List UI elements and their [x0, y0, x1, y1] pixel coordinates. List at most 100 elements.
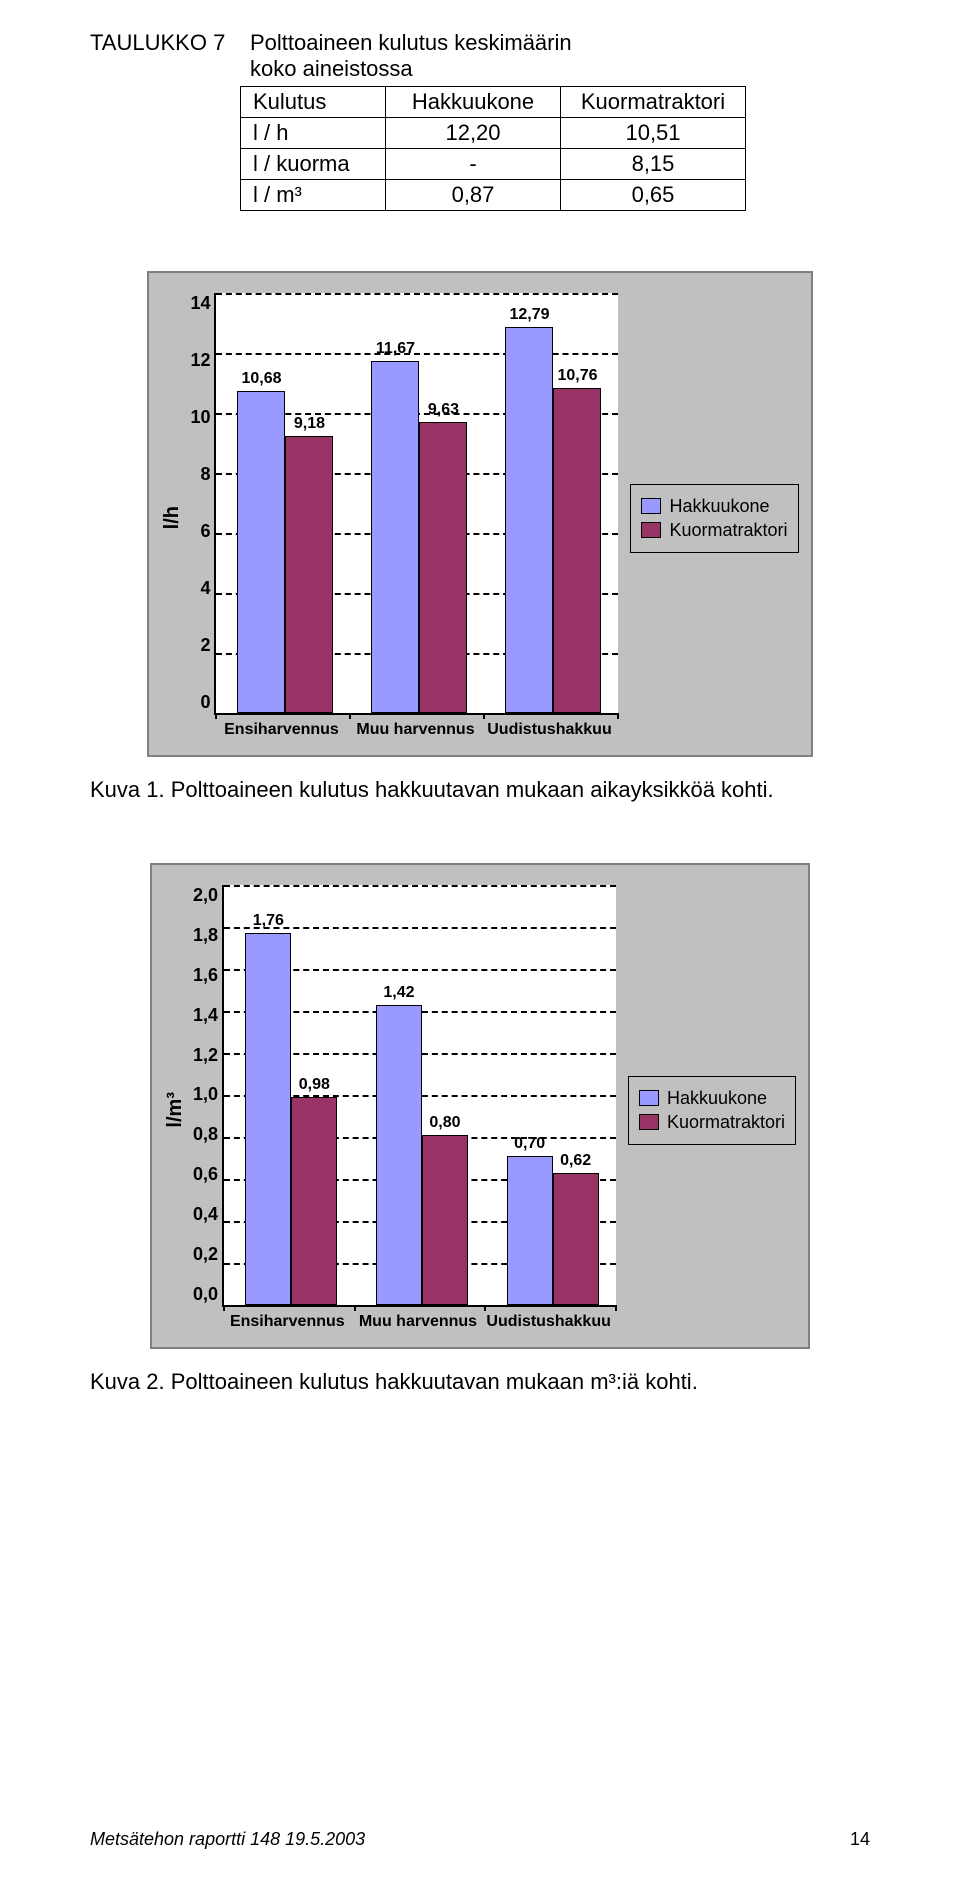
table-title: TAULUKKO 7 Polttoaineen kulutus keskimää… — [90, 30, 870, 82]
legend-item: Hakkuukone — [639, 1088, 785, 1109]
x-tick — [615, 1305, 617, 1311]
chart1-container: l/h1412108642010,689,1811,679,6312,7910,… — [90, 271, 870, 757]
table-header-cell: Kuormatraktori — [561, 87, 746, 118]
legend-item: Hakkuukone — [641, 496, 787, 517]
bar-value-label: 12,79 — [506, 306, 552, 324]
legend-swatch — [639, 1090, 659, 1106]
table-title-text: Polttoaineen kulutus keskimäärin — [250, 30, 572, 56]
bar: 10,68 — [237, 391, 285, 713]
page-number: 14 — [850, 1829, 870, 1850]
y-tick-label: 14 — [190, 293, 210, 314]
x-tick — [617, 713, 619, 719]
y-tick-label: 0,4 — [193, 1204, 218, 1225]
bar-value-label: 0,80 — [423, 1114, 467, 1132]
bar-value-label: 0,98 — [292, 1076, 336, 1094]
table-cell: l / kuorma — [241, 149, 386, 180]
y-tick-label: 0,0 — [193, 1284, 218, 1305]
y-tick-label: 8 — [190, 464, 210, 485]
legend: Hakkuukone Kuormatraktori — [628, 1076, 796, 1145]
y-axis-label: l/h — [161, 506, 184, 529]
legend-label: Kuormatraktori — [667, 1112, 785, 1133]
table-cell: - — [386, 149, 561, 180]
bar: 1,76 — [245, 933, 291, 1305]
x-axis-label: Muu harvennus — [348, 721, 482, 739]
bar: 12,79 — [505, 327, 553, 713]
bar-value-label: 1,76 — [246, 912, 290, 930]
x-axis-label: Ensiharvennus — [222, 1313, 353, 1331]
footer-left: Metsätehon raportti 148 19.5.2003 — [90, 1829, 365, 1850]
table-cell: 0,65 — [561, 180, 746, 211]
bar: 9,63 — [419, 422, 467, 713]
bar-value-label: 1,42 — [377, 984, 421, 1002]
bar-group: 11,679,63 — [371, 361, 467, 713]
y-tick-label: 1,8 — [193, 925, 218, 946]
legend-label: Hakkuukone — [667, 1088, 767, 1109]
bar-group: 12,7910,76 — [505, 327, 601, 713]
x-axis-label: Uudistushakkuu — [482, 721, 616, 739]
bar-group: 1,420,80 — [376, 1005, 468, 1305]
x-axis-label: Muu harvennus — [353, 1313, 484, 1331]
bar: 9,18 — [285, 436, 333, 713]
bar-value-label: 9,18 — [286, 415, 332, 433]
table-cell: 8,15 — [561, 149, 746, 180]
legend: Hakkuukone Kuormatraktori — [630, 484, 798, 553]
bar: 0,80 — [422, 1135, 468, 1305]
y-tick-label: 6 — [190, 521, 210, 542]
x-axis-label: Uudistushakkuu — [483, 1313, 614, 1331]
data-table: Kulutus Hakkuukone Kuormatraktori l / h … — [240, 86, 746, 211]
y-axis-label: l/m³ — [164, 1092, 187, 1128]
table-cell: l / h — [241, 118, 386, 149]
y-tick-label: 1,4 — [193, 1005, 218, 1026]
y-tick-label: 0,6 — [193, 1164, 218, 1185]
bar: 0,70 — [507, 1156, 553, 1305]
bar-group: 10,689,18 — [237, 391, 333, 713]
grid-line — [216, 293, 618, 295]
legend-swatch — [641, 498, 661, 514]
y-tick-label: 0,8 — [193, 1124, 218, 1145]
y-tick-label: 1,0 — [193, 1084, 218, 1105]
bar-group: 1,760,98 — [245, 933, 337, 1305]
bar-value-label: 10,68 — [238, 370, 284, 388]
y-tick-label: 4 — [190, 578, 210, 599]
chart2-caption: Kuva 2. Polttoaineen kulutus hakkuutavan… — [90, 1369, 870, 1395]
legend-item: Kuormatraktori — [639, 1112, 785, 1133]
plot-area: 1,760,981,420,800,700,62 — [222, 885, 616, 1307]
y-tick-label: 0 — [190, 692, 210, 713]
y-tick-label: 1,2 — [193, 1045, 218, 1066]
legend-swatch — [641, 522, 661, 538]
legend-item: Kuormatraktori — [641, 520, 787, 541]
table-title-label: TAULUKKO 7 — [90, 30, 250, 56]
bar-value-label: 0,62 — [554, 1152, 598, 1170]
table-cell: 0,87 — [386, 180, 561, 211]
table-title-text2: koko aineistossa — [250, 56, 413, 82]
legend-label: Kuormatraktori — [669, 520, 787, 541]
table-cell: 10,51 — [561, 118, 746, 149]
bar-value-label: 0,70 — [508, 1135, 552, 1153]
x-axis-label: Ensiharvennus — [214, 721, 348, 739]
bar-value-label: 9,63 — [420, 401, 466, 419]
page-footer: Metsätehon raportti 148 19.5.2003 14 — [90, 1829, 870, 1850]
chart1-caption: Kuva 1. Polttoaineen kulutus hakkuutavan… — [90, 777, 870, 803]
y-tick-label: 10 — [190, 407, 210, 428]
bar: 11,67 — [371, 361, 419, 713]
table-cell: 12,20 — [386, 118, 561, 149]
table-header-cell: Hakkuukone — [386, 87, 561, 118]
y-tick-label: 12 — [190, 350, 210, 371]
y-tick-label: 2 — [190, 635, 210, 656]
y-tick-label: 2,0 — [193, 885, 218, 906]
legend-swatch — [639, 1114, 659, 1130]
grid-line — [224, 885, 616, 887]
bar-value-label: 10,76 — [554, 367, 600, 385]
y-tick-label: 0,2 — [193, 1244, 218, 1265]
table-header-cell: Kulutus — [241, 87, 386, 118]
bar: 10,76 — [553, 388, 601, 713]
bar-value-label: 11,67 — [372, 340, 418, 358]
bar: 0,98 — [291, 1097, 337, 1305]
bar-group: 0,700,62 — [507, 1156, 599, 1305]
table-cell: l / m³ — [241, 180, 386, 211]
bar: 1,42 — [376, 1005, 422, 1305]
chart2-container: l/m³ 2,0 1,8 1,6 1,4 1,2 1,0 0,8 0,6 0,4 0,2 0,0 1,7… — [90, 863, 870, 1349]
legend-label: Hakkuukone — [669, 496, 769, 517]
y-tick-label: 1,6 — [193, 965, 218, 986]
plot-area: 10,689,1811,679,6312,7910,76 — [214, 293, 618, 715]
